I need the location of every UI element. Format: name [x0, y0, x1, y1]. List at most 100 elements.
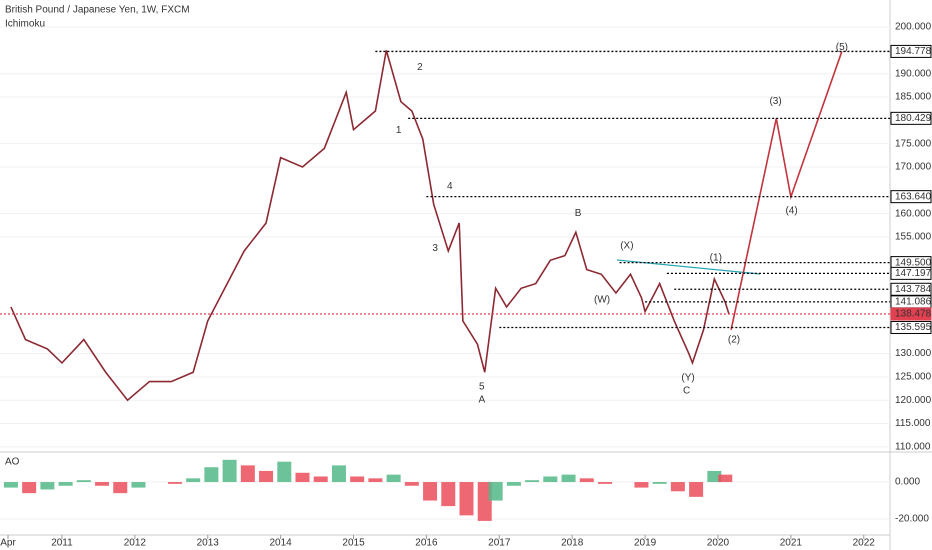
- ao-bar: [350, 476, 365, 483]
- ao-bar: [331, 465, 346, 483]
- ao-bar: [488, 482, 503, 501]
- level-label: 194.778: [895, 46, 932, 57]
- ao-bar: [277, 461, 292, 483]
- wave-label: A: [478, 394, 485, 405]
- level-label-box: [890, 307, 932, 321]
- x-tick-label: 2018: [561, 538, 584, 549]
- level-label-box: [890, 44, 932, 58]
- ao-bar: [634, 482, 649, 488]
- x-tick-label: 2021: [780, 538, 803, 549]
- ao-bar: [459, 482, 474, 516]
- ao-bar: [386, 474, 401, 483]
- level-label: 163.640: [895, 191, 932, 202]
- ao-bar: [477, 482, 492, 521]
- ao-bar: [240, 465, 255, 483]
- x-tick-label: 2011: [51, 538, 73, 549]
- y-tick-label: 0.000: [895, 477, 920, 488]
- level-label-box: [890, 320, 932, 334]
- x-tick-label: 2015: [342, 538, 365, 549]
- y-tick-label: 170.000: [895, 162, 932, 173]
- wave-label: (5): [836, 42, 848, 53]
- ao-bar: [76, 480, 91, 483]
- ao-bar: [525, 480, 540, 483]
- ao-bar: [22, 482, 37, 494]
- ao-bar: [186, 478, 201, 483]
- y-tick-label: -20.000: [895, 514, 929, 525]
- ao-bar: [368, 478, 383, 483]
- level-label: 138.478: [895, 309, 932, 320]
- y-tick-label: 200.000: [895, 22, 932, 33]
- x-tick-label: 2019: [634, 538, 657, 549]
- ao-bar: [689, 482, 704, 497]
- price-line: [730, 51, 843, 330]
- y-tick-label: 120.000: [895, 395, 932, 406]
- ao-bar: [40, 482, 55, 490]
- ao-bar: [404, 482, 419, 486]
- wave-label: (2): [728, 335, 740, 346]
- ao-bar: [204, 467, 219, 483]
- ao-bar: [113, 482, 128, 494]
- y-tick-label: 125.000: [895, 372, 932, 383]
- wave-label: (3): [769, 96, 781, 107]
- y-tick-label: 160.000: [895, 208, 932, 219]
- ao-bar: [506, 482, 521, 486]
- wave-label: C: [683, 386, 690, 397]
- ao-title: AO: [5, 457, 20, 468]
- ao-bar: [579, 478, 594, 483]
- level-label-box: [890, 111, 932, 125]
- x-tick-label: 2016: [415, 538, 438, 549]
- x-tick-label: 2020: [707, 538, 730, 549]
- x-tick-label: 2012: [124, 538, 147, 549]
- wave-label: (4): [785, 205, 797, 216]
- y-tick-label: 175.000: [895, 138, 932, 149]
- ao-bar: [670, 482, 685, 492]
- ao-bar: [222, 459, 237, 483]
- ao-bar: [423, 482, 438, 501]
- level-label-box: [890, 266, 932, 280]
- ao-bar: [259, 470, 274, 483]
- wave-label: 3: [432, 243, 438, 254]
- wave-label: 4: [447, 181, 453, 192]
- level-label: 147.197: [895, 268, 932, 279]
- wave-label: B: [575, 208, 582, 219]
- wave-label: 5: [479, 381, 485, 392]
- y-tick-label: 185.000: [895, 92, 932, 103]
- ao-bar: [313, 476, 328, 483]
- price-line: [10, 50, 730, 402]
- x-tick-label: 2013: [197, 538, 220, 549]
- y-tick-label: 130.000: [895, 348, 932, 359]
- ao-bar: [718, 474, 733, 483]
- level-label: 135.595: [895, 322, 932, 333]
- ao-bar: [441, 482, 456, 507]
- chart-subtitle: Ichimoku: [5, 19, 45, 30]
- y-tick-label: 155.000: [895, 232, 932, 243]
- ao-bar: [3, 482, 18, 488]
- ao-bar: [543, 476, 558, 483]
- ao-bar: [295, 472, 310, 483]
- wave-label: (W): [594, 295, 610, 306]
- level-label: 149.500: [895, 257, 932, 268]
- chart-title: British Pound / Japanese Yen, 1W, FXCM: [5, 5, 190, 16]
- wave-label: (X): [620, 240, 633, 251]
- level-label-box: [890, 282, 932, 296]
- ao-bar: [652, 482, 667, 484]
- x-tick-label: 2022: [853, 538, 876, 549]
- level-label: 141.086: [895, 297, 932, 308]
- level-label-box: [890, 190, 932, 204]
- wave-label: (1): [710, 253, 722, 264]
- y-tick-label: 115.000: [895, 418, 931, 429]
- x-tick-label: 2014: [270, 538, 293, 549]
- wave-label: (Y): [681, 372, 694, 383]
- wave-label: 2: [417, 62, 423, 73]
- ao-bar: [561, 474, 576, 483]
- x-tick-label: 2017: [488, 538, 511, 549]
- wave-label: 1: [396, 125, 402, 136]
- ao-bar: [58, 482, 73, 486]
- ao-bar: [95, 482, 110, 486]
- ao-bar: [131, 482, 146, 488]
- ao-bar: [707, 470, 722, 483]
- level-label: 180.429: [895, 113, 932, 124]
- y-tick-label: 110.000: [895, 442, 931, 453]
- ao-bar: [597, 482, 612, 484]
